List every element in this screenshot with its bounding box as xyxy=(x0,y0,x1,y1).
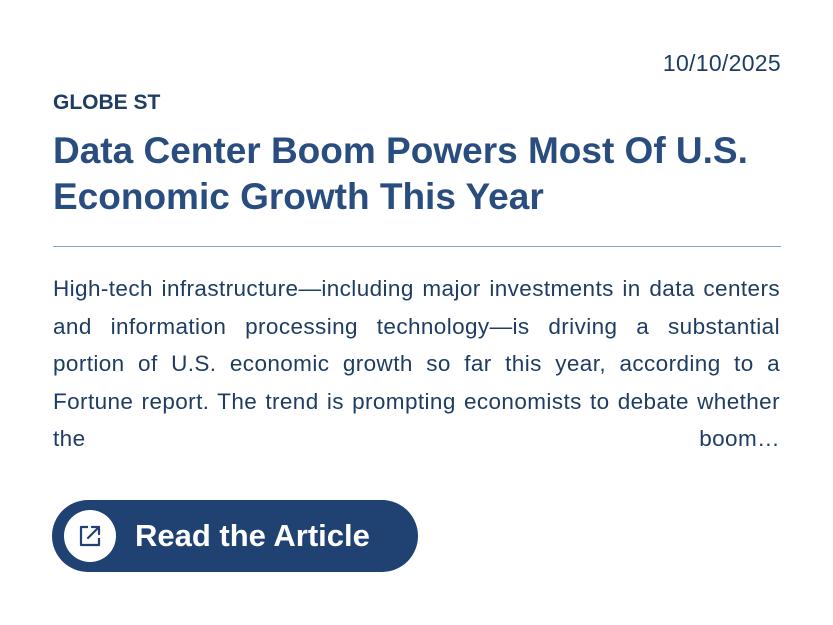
read-article-button[interactable]: Read the Article xyxy=(52,500,418,572)
button-label: Read the Article xyxy=(135,518,370,553)
divider xyxy=(53,246,781,247)
article-summary: High-tech infrastructure—including major… xyxy=(53,276,780,452)
external-link-icon xyxy=(64,510,116,562)
source-name: GLOBE ST xyxy=(53,91,161,114)
article-date: 10/10/2025 xyxy=(662,50,781,76)
article-title: Data Center Boom Powers Most Of U.S. Eco… xyxy=(53,130,748,217)
